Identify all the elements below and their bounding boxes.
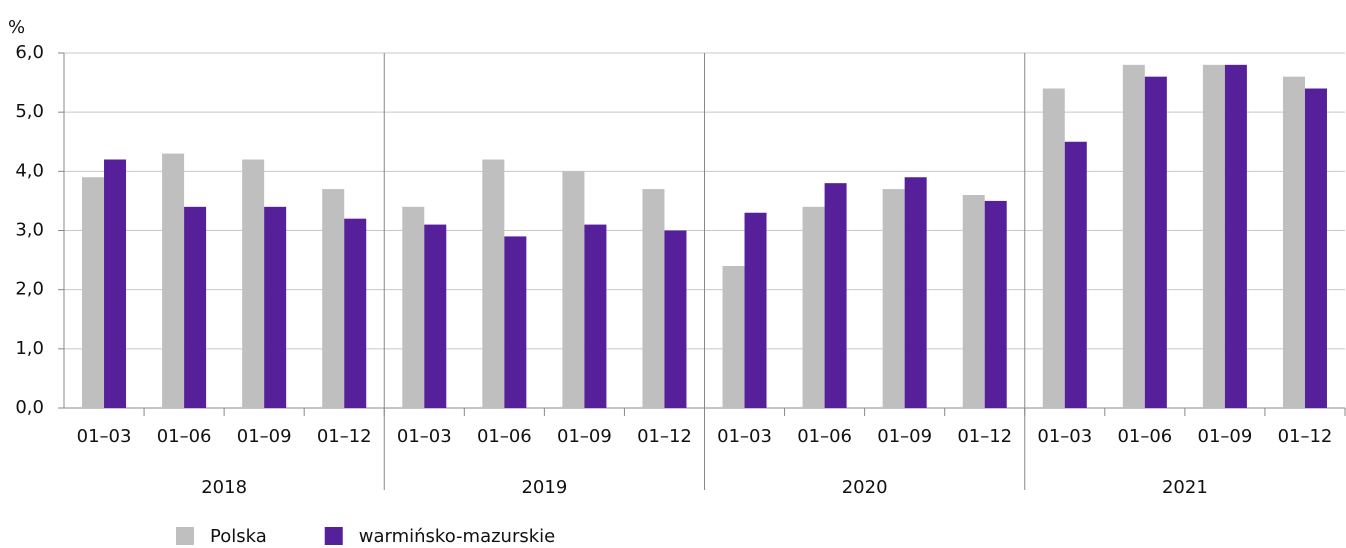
bar — [1202, 64, 1225, 408]
bar — [104, 159, 127, 408]
x-tick-label: 01–09 — [557, 426, 612, 447]
bar — [344, 218, 367, 408]
bar — [722, 266, 745, 408]
bar — [1122, 64, 1145, 408]
bar — [962, 195, 985, 408]
bar — [802, 206, 825, 408]
bar — [584, 224, 607, 408]
bar — [184, 206, 207, 408]
legend-label: warmińsko-mazurskie — [359, 526, 555, 547]
y-tick-label: 1,0 — [15, 338, 44, 359]
group-label: 2018 — [201, 477, 247, 498]
bar — [1042, 88, 1065, 408]
bar — [664, 230, 687, 408]
x-tick-label: 01–12 — [637, 426, 692, 447]
bar — [402, 206, 425, 408]
bar — [1224, 64, 1247, 408]
x-tick-label: 01–06 — [797, 426, 852, 447]
y-tick-label: 3,0 — [15, 220, 44, 241]
x-tick-label: 01–03 — [1037, 426, 1092, 447]
x-tick-label: 01–03 — [397, 426, 452, 447]
bar — [1064, 141, 1087, 408]
y-tick-label: 6,0 — [15, 42, 44, 63]
bar — [824, 183, 847, 408]
bar — [984, 200, 1007, 408]
y-tick-label: 2,0 — [15, 279, 44, 300]
bar — [242, 159, 265, 408]
x-tick-label: 01–06 — [477, 426, 532, 447]
x-tick-label: 01–12 — [1278, 426, 1333, 447]
x-tick-label: 01–06 — [157, 426, 212, 447]
y-tick-label: 0,0 — [15, 397, 44, 418]
x-tick-label: 01–09 — [877, 426, 932, 447]
legend-label: Polska — [210, 526, 267, 547]
bar — [882, 189, 905, 408]
bar — [504, 236, 527, 408]
bar — [904, 177, 927, 408]
legend-swatch — [176, 527, 194, 545]
x-tick-label: 01–12 — [317, 426, 372, 447]
bar — [82, 177, 105, 408]
x-tick-label: 01–09 — [237, 426, 292, 447]
group-label: 2021 — [1162, 477, 1208, 498]
group-label: 2019 — [521, 477, 567, 498]
y-axis-label: % — [8, 17, 25, 38]
x-tick-label: 01–03 — [77, 426, 132, 447]
bar — [322, 189, 345, 408]
bar — [562, 171, 585, 408]
y-tick-label: 4,0 — [15, 160, 44, 181]
bar — [642, 189, 665, 408]
bar — [482, 159, 505, 408]
x-tick-label: 01–12 — [957, 426, 1012, 447]
bar — [1282, 76, 1305, 409]
x-tick-label: 01–06 — [1117, 426, 1172, 447]
legend-swatch — [324, 527, 343, 545]
bar — [424, 224, 447, 408]
bar — [264, 206, 287, 408]
bar — [1144, 76, 1167, 409]
bar — [744, 212, 767, 408]
group-label: 2020 — [842, 477, 888, 498]
x-tick-label: 01–09 — [1198, 426, 1253, 447]
bar — [1304, 88, 1327, 408]
x-tick-label: 01–03 — [717, 426, 772, 447]
bar — [162, 153, 185, 408]
y-tick-label: 5,0 — [15, 101, 44, 122]
